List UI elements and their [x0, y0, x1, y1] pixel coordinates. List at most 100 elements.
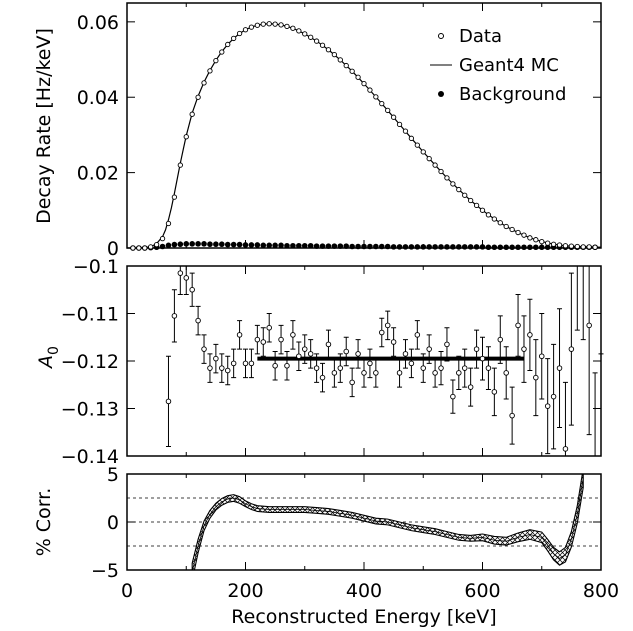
x-tick-label: 200	[227, 580, 263, 602]
data-point	[467, 197, 474, 204]
asymmetry-point	[213, 355, 219, 362]
data-point	[219, 49, 225, 55]
asymmetry-point	[444, 341, 450, 348]
asymmetry-point	[343, 348, 349, 355]
data-point	[266, 21, 272, 27]
asymmetry-point	[503, 370, 509, 376]
asymmetry-point	[236, 332, 243, 338]
legend-label-geant4: Geant4 MC	[459, 55, 559, 76]
background-point	[509, 244, 515, 251]
asymmetry-point	[550, 393, 557, 400]
background-point	[159, 243, 166, 250]
background-point	[165, 242, 172, 249]
asymmetry-point	[254, 336, 261, 343]
data-point	[153, 241, 160, 248]
asymmetry-point	[473, 346, 480, 352]
y-tick-label: 0	[107, 512, 119, 534]
asymmetry-point	[491, 389, 498, 395]
asymmetry-point	[242, 360, 249, 367]
background-point	[290, 242, 296, 249]
y-tick-label: 5	[107, 464, 119, 486]
data-point	[473, 202, 480, 209]
asymmetry-point	[224, 367, 231, 374]
data-point	[432, 162, 438, 168]
data-point	[456, 186, 462, 193]
legend-label-background: Background	[459, 84, 566, 105]
asymmetry-point	[260, 339, 267, 345]
asymmetry-point	[402, 351, 409, 357]
background-point	[301, 242, 308, 249]
background-point	[207, 241, 213, 248]
background-point	[432, 244, 438, 250]
data-point	[177, 162, 183, 168]
spectrum-data-layer	[127, 21, 602, 251]
asymmetry-data-layer	[165, 266, 604, 456]
correction-y-axis-label: % Corr.	[33, 488, 55, 557]
asymmetry-point	[361, 370, 367, 376]
background-point	[272, 242, 278, 249]
background-point	[325, 243, 332, 249]
data-point	[533, 237, 539, 243]
data-point	[165, 220, 172, 227]
background-point	[349, 243, 355, 250]
background-point	[266, 242, 273, 249]
asymmetry-point	[266, 325, 272, 331]
spectrum-plot-frame	[126, 2, 602, 249]
data-point	[337, 57, 343, 63]
data-point	[201, 80, 207, 86]
asymmetry-y-tick-labels: −0.14 −0.13 −0.12 −0.11 −0.1	[61, 256, 119, 468]
background-point	[361, 243, 367, 250]
asymmetry-point	[527, 332, 533, 338]
background-point	[533, 244, 539, 251]
background-point	[183, 241, 190, 247]
data-point	[254, 22, 261, 28]
data-point	[450, 181, 456, 187]
data-point	[331, 51, 338, 58]
data-point	[414, 142, 420, 148]
data-point	[130, 245, 136, 251]
data-point	[308, 34, 314, 40]
asymmetry-point	[485, 365, 492, 371]
background-point	[485, 244, 492, 251]
asymmetry-point	[414, 332, 421, 338]
asymmetry-point	[195, 317, 201, 324]
asymmetry-point	[432, 370, 438, 376]
background-point	[390, 244, 397, 250]
x-tick-label: 0	[121, 580, 133, 602]
background-point	[378, 243, 385, 250]
data-point	[284, 23, 290, 30]
y-tick-label: 0.04	[77, 87, 119, 109]
asymmetry-point	[367, 360, 373, 367]
asymmetry-point	[296, 353, 302, 360]
asymmetry-point	[302, 346, 308, 352]
asymmetry-point	[307, 351, 314, 357]
asymmetry-point	[467, 384, 474, 390]
data-point	[385, 107, 391, 114]
asymmetry-point	[426, 346, 432, 352]
asymmetry-point	[556, 365, 563, 371]
asymmetry-point	[390, 339, 397, 345]
asymmetry-point	[408, 360, 415, 367]
data-point	[213, 58, 219, 64]
data-point	[195, 94, 201, 100]
data-point	[402, 128, 409, 134]
data-point	[515, 229, 521, 236]
data-point	[408, 135, 415, 141]
background-point	[355, 243, 361, 250]
data-point	[396, 121, 403, 128]
x-axis-label: Reconstructed Energy [keV]	[231, 606, 496, 628]
data-point	[260, 21, 266, 27]
data-point	[580, 244, 586, 250]
data-point	[302, 31, 308, 37]
background-point	[219, 241, 225, 248]
asymmetry-point	[278, 336, 284, 343]
asymmetry-point	[479, 355, 486, 362]
correction-panel: −505 0 200 400 600 800 % Corr. Reconstructed…	[33, 464, 619, 628]
asymmetry-point	[248, 360, 255, 367]
background-point	[503, 244, 510, 251]
data-point	[136, 245, 142, 251]
background-point	[284, 242, 290, 249]
correction-band	[191, 474, 584, 570]
y-tick-label: −5	[91, 560, 119, 582]
asymmetry-point	[355, 351, 361, 357]
